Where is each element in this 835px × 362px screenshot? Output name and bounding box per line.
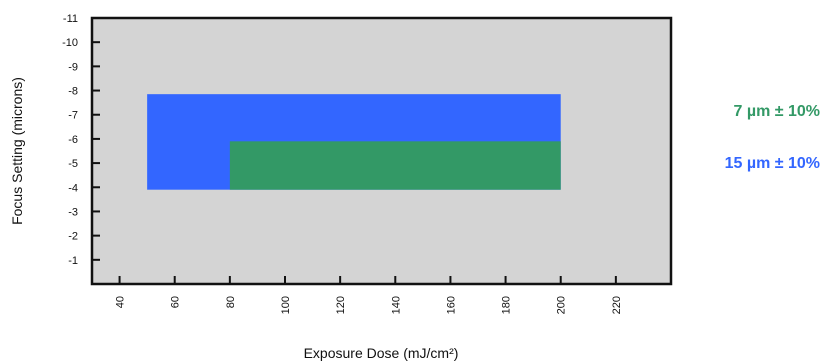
x-tick-label: 180 xyxy=(501,296,513,314)
legend-label: 7 µm ± 10% xyxy=(734,103,820,120)
y-tick-label: -3 xyxy=(68,206,78,218)
y-tick-label: -9 xyxy=(68,61,78,73)
legend-label: 15 µm ± 10% xyxy=(725,155,820,172)
region-2 xyxy=(229,141,561,190)
x-tick-label: 120 xyxy=(335,296,347,314)
x-tick-label: 100 xyxy=(280,296,292,314)
x-tick-label: 60 xyxy=(170,296,182,308)
y-axis-title: Focus Setting (microns) xyxy=(9,77,25,225)
y-tick-label: -6 xyxy=(68,134,78,146)
x-axis-title: Exposure Dose (mJ/cm²) xyxy=(304,345,459,361)
y-tick-label: -5 xyxy=(68,158,78,170)
x-tick-label: 40 xyxy=(115,296,127,308)
x-tick-label: 80 xyxy=(225,296,237,308)
y-tick-label: -4 xyxy=(68,182,78,194)
y-tick-label: -7 xyxy=(68,110,78,122)
x-tick-label: 220 xyxy=(611,296,623,314)
y-tick-label: -10 xyxy=(62,37,78,49)
y-tick-label: -11 xyxy=(63,13,78,25)
y-tick-label: -2 xyxy=(68,231,78,243)
plot-frame xyxy=(90,16,673,286)
x-tick-label: 160 xyxy=(445,296,457,314)
y-tick-label: -8 xyxy=(68,86,78,98)
y-tick-label: -1 xyxy=(68,255,78,267)
x-tick-label: 140 xyxy=(390,296,402,314)
x-tick-label: 200 xyxy=(556,296,568,314)
